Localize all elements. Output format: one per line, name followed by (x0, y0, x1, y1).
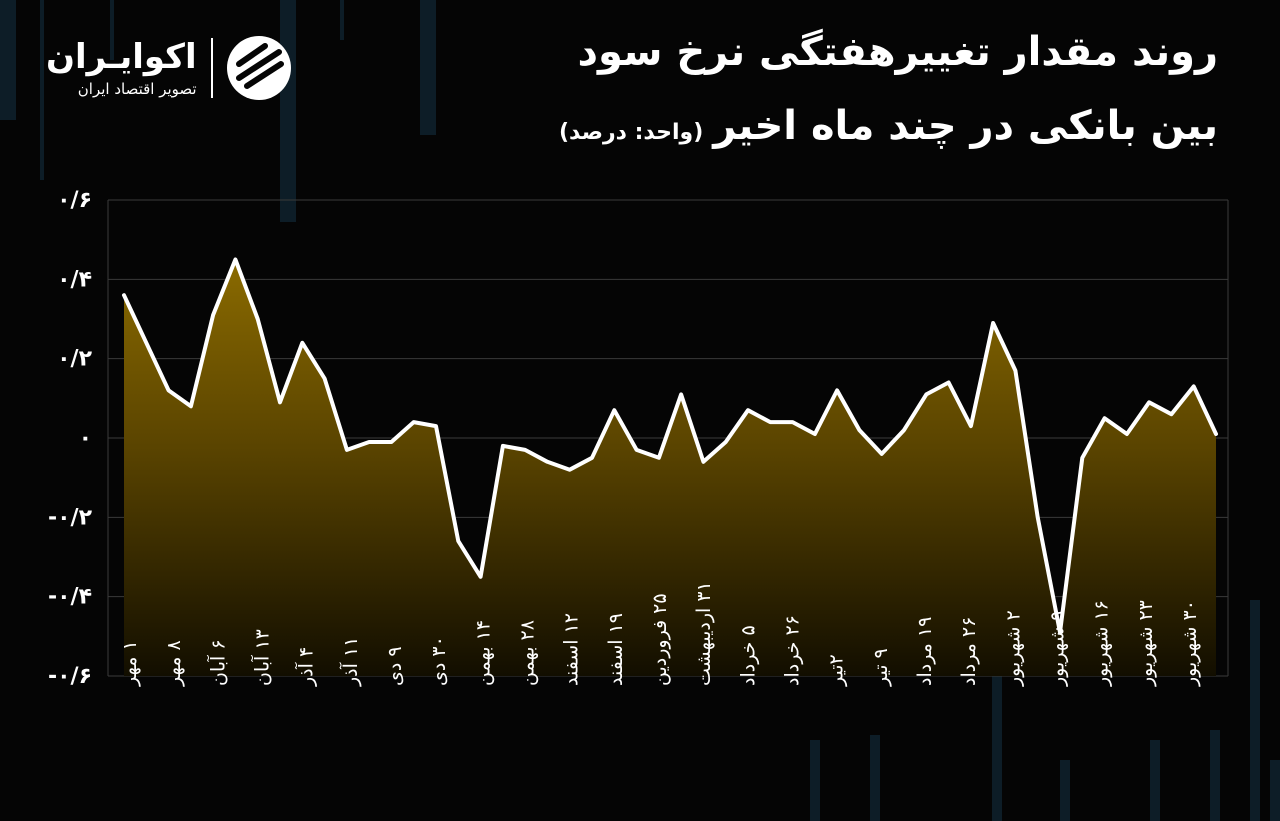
series-line (122, 257, 1218, 635)
x-tick-label: ۹ شهریور (1047, 610, 1069, 687)
logo-subtitle: تصویر اقتصاد ایران (77, 80, 197, 98)
logo: اکوایـران تصویر اقتصاد ایران (46, 34, 293, 102)
x-tick-label: ۳۱ اردیبهشت (693, 581, 715, 686)
unit-label: (واحد: درصد) (558, 120, 704, 145)
x-tick-label: ۹ تیر (870, 648, 892, 687)
x-tick-label: ۱۲ اسفند (561, 613, 583, 686)
y-tick-label: -۰/۲ (48, 505, 93, 530)
x-tick-label: ۴ آذر (294, 647, 318, 687)
x-tick-label: ۱۴ بهمن (472, 620, 494, 686)
x-tick-label: ۲۵ فروردین (649, 593, 671, 686)
x-tick-label: ۲۸ بهمن (517, 620, 539, 686)
title-line-2-text: بین بانکی در چند ماه اخیر (713, 103, 1218, 149)
x-tick-label: ۱۹ مرداد (914, 617, 936, 686)
y-tick-label: ۰/۲ (57, 347, 92, 372)
x-axis-ticks: ۱ مهر ۸ مهر ۶ آبان ۱۳ آبان ۴ آذر ۱۱ آذر ۹ دی ۳۰… (119, 581, 1201, 687)
y-tick-label: -۰/۶ (48, 664, 92, 689)
y-tick-label: -۰/۴ (48, 585, 92, 610)
title-line-2: بین بانکی در چند ماه اخیر (واحد: درصد) (559, 102, 1218, 157)
x-tick-label: ۱۱ آذر (338, 637, 362, 687)
x-tick-label: ۲ شهریور (1002, 610, 1024, 687)
x-tick-label: ۶ آبان (205, 639, 229, 686)
x-tick-label: ۱۳ آبان (250, 629, 274, 686)
x-tick-label: ۲۳ شهریور (1135, 600, 1157, 687)
ecoiran-logo-icon (226, 36, 291, 100)
x-tick-label: ۱ مهر (119, 640, 141, 687)
x-tick-label: ۲تیر (826, 654, 848, 687)
data-line (122, 257, 1218, 635)
y-tick-label: ۰/۶ (57, 188, 92, 213)
x-tick-label: ۱۹ اسفند (605, 613, 627, 686)
series-area (124, 259, 1216, 676)
x-tick-label: ۱۶ شهریور (1091, 600, 1113, 687)
x-tick-label: ۲۶ خرداد (782, 615, 804, 686)
y-axis-ticks: ۰/۶ ۰/۴ ۰/۲ ۰ -۰/۲ -۰/۴ -۰/۶ (48, 188, 93, 689)
x-tick-label: ۸ مهر (163, 640, 185, 687)
x-tick-label: ۹ دی (384, 646, 406, 686)
area-fill (124, 259, 1216, 676)
x-tick-label: ۳۰ دی (428, 636, 450, 686)
x-tick-label: ۳۰ شهریور (1179, 600, 1201, 687)
y-tick-label: ۰ (79, 426, 92, 451)
chart-title: روند مقدار تغییرهفتگی نرخ سود بین بانکی … (559, 28, 1218, 157)
logo-name: اکوایـران (46, 37, 197, 77)
x-tick-label: ۲۶ مرداد (958, 617, 980, 686)
title-line-1: روند مقدار تغییرهفتگی نرخ سود (577, 29, 1218, 75)
y-tick-label: ۰/۴ (57, 267, 92, 292)
x-tick-label: ۵ خرداد (737, 625, 759, 686)
logo-divider (210, 38, 213, 98)
